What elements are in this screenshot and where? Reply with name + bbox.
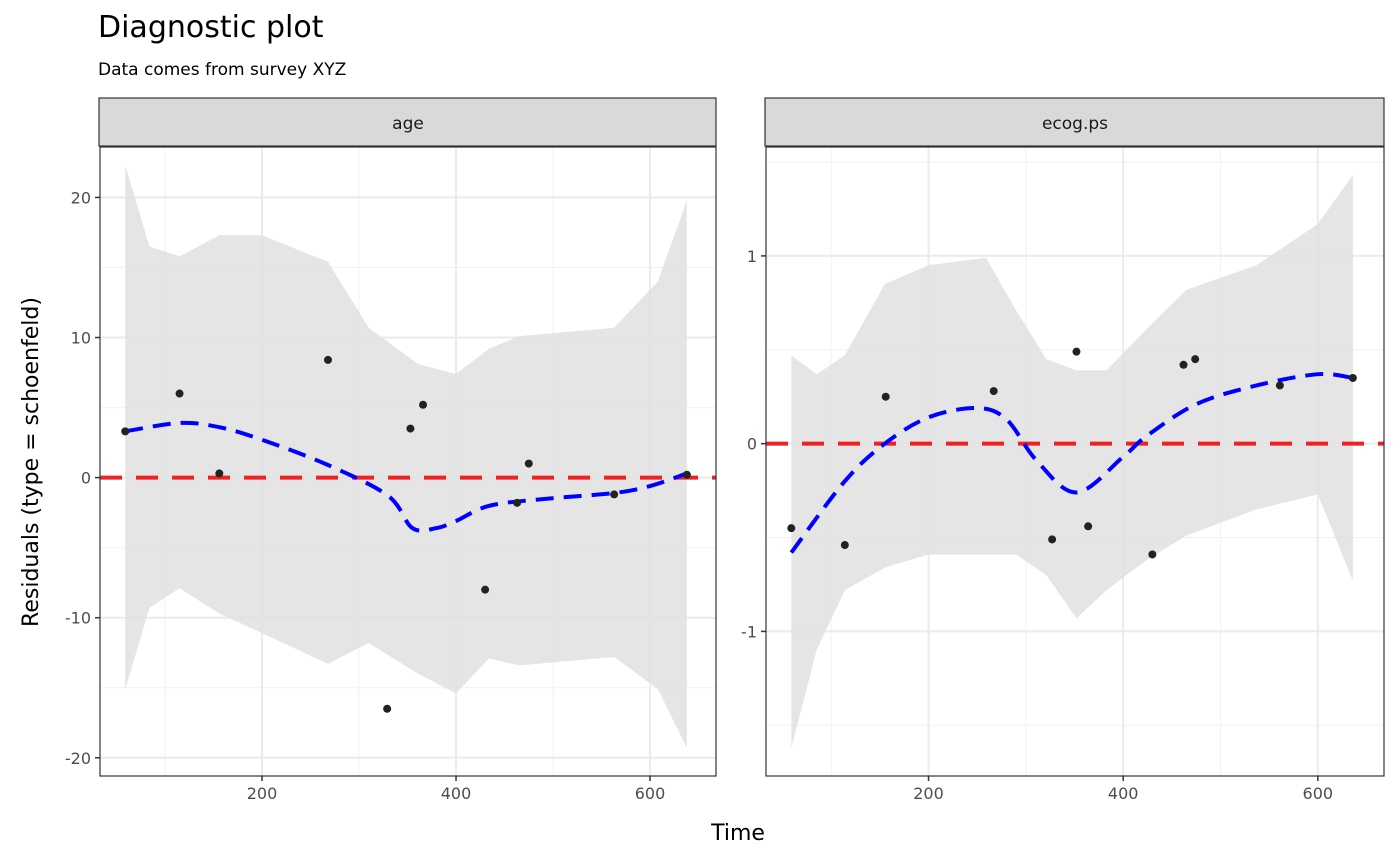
data-point xyxy=(481,585,490,594)
x-axis-label: Time xyxy=(710,821,765,846)
data-point xyxy=(215,469,224,478)
data-point xyxy=(1191,355,1200,364)
x-tick-label: 600 xyxy=(635,784,666,803)
data-point xyxy=(175,389,184,398)
y-tick-label: 20 xyxy=(71,188,91,207)
data-point xyxy=(881,392,890,401)
x-tick-label: 400 xyxy=(441,784,472,803)
y-axis-label: Residuals (type = schoenfeld) xyxy=(19,297,44,627)
data-point xyxy=(383,704,392,713)
confidence-band xyxy=(791,175,1353,748)
data-point xyxy=(610,490,619,499)
y-tick-label: -10 xyxy=(65,609,91,628)
chart-title: Diagnostic plot xyxy=(98,10,324,45)
data-point xyxy=(513,498,522,507)
smooth-line xyxy=(124,420,688,533)
data-point xyxy=(1148,550,1157,559)
facet-strip-label: age xyxy=(392,114,424,134)
panel-ecog-ps: ecog.ps 200 400 600 -1 0 1 xyxy=(741,97,1385,803)
panel-border xyxy=(765,146,1385,777)
data-point xyxy=(524,459,533,468)
x-tick-label: 200 xyxy=(913,784,944,803)
data-point xyxy=(1072,347,1081,356)
chart-subtitle: Data comes from survey XYZ xyxy=(98,60,347,80)
y-tick-label: 0 xyxy=(81,469,91,488)
data-point xyxy=(840,541,849,550)
data-point xyxy=(1084,522,1093,531)
x-tick-label: 200 xyxy=(247,784,278,803)
data-point xyxy=(1275,381,1284,390)
y-tick-label: -20 xyxy=(65,749,91,768)
data-point xyxy=(419,400,428,409)
facet-strip-label: ecog.ps xyxy=(1042,114,1108,134)
panel-age: age 200 400 600 -20 -10 0 10 20 xyxy=(65,97,717,803)
data-point xyxy=(406,424,415,433)
smooth-line xyxy=(789,371,1354,554)
x-tick-label: 400 xyxy=(1108,784,1139,803)
data-point xyxy=(787,524,796,533)
y-tick-label: 10 xyxy=(71,329,91,348)
data-point xyxy=(121,427,130,436)
data-point xyxy=(989,387,998,396)
confidence-band xyxy=(125,165,687,748)
data-point xyxy=(1048,535,1057,544)
facet-strip xyxy=(98,97,717,147)
data-point xyxy=(323,355,332,364)
data-point xyxy=(1348,373,1357,382)
x-tick-label: 600 xyxy=(1303,784,1334,803)
y-tick-label: 1 xyxy=(747,247,757,266)
data-point xyxy=(1179,360,1188,369)
panel-border xyxy=(99,146,717,777)
y-tick-label: 0 xyxy=(747,435,757,454)
facet-strip xyxy=(764,97,1385,147)
y-tick-label: -1 xyxy=(741,622,757,641)
data-point xyxy=(682,470,691,479)
